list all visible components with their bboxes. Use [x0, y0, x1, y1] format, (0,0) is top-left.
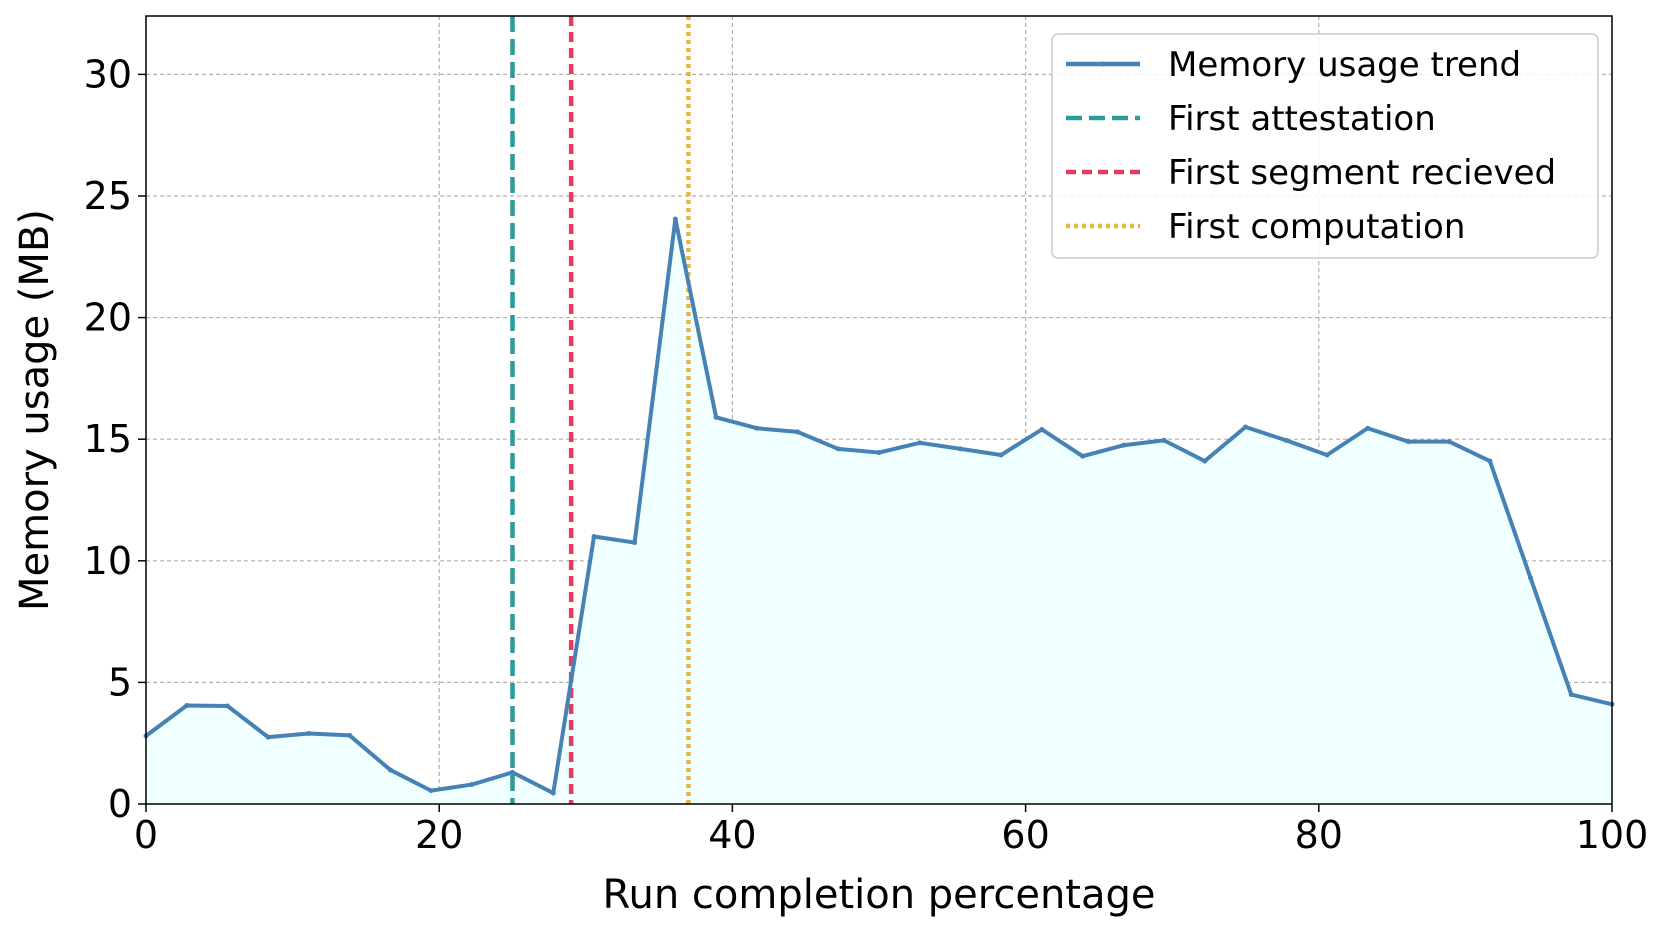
data-point [225, 703, 231, 709]
y-tick-label: 25 [84, 174, 132, 218]
data-point [1405, 439, 1411, 445]
legend-label: Memory usage trend [1168, 45, 1521, 85]
x-axis-label: Run completion percentage [602, 872, 1155, 918]
data-point [794, 429, 800, 435]
y-tick-label: 10 [84, 539, 132, 583]
data-point [550, 790, 556, 796]
x-tick-label: 60 [1001, 813, 1049, 857]
legend-label: First attestation [1168, 99, 1436, 139]
data-point [265, 734, 271, 740]
x-tick-label: 80 [1295, 813, 1343, 857]
data-point [510, 769, 515, 775]
y-tick-label: 30 [84, 52, 132, 96]
legend: Memory usage trend First attestation First… [1051, 33, 1599, 259]
series-lines [143, 216, 1615, 796]
data-point [428, 788, 434, 794]
data-point [591, 533, 597, 539]
x-axis-ticks: 0 20 40 60 80 100 [134, 804, 1648, 857]
data-point [998, 452, 1004, 458]
data-point [958, 446, 964, 452]
y-tick-label: 0 [108, 782, 132, 826]
data-point [754, 425, 760, 431]
data-point [876, 450, 882, 456]
y-tick-label: 5 [108, 660, 132, 704]
data-point [713, 414, 719, 420]
data-point [1243, 424, 1248, 430]
data-point [306, 730, 312, 736]
x-tick-label: 0 [134, 813, 158, 857]
data-point [347, 732, 353, 738]
x-tick-label: 40 [708, 813, 756, 857]
data-point [387, 767, 393, 773]
data-point [184, 703, 190, 708]
data-point [632, 540, 638, 546]
data-point [1202, 458, 1208, 464]
data-point [672, 216, 678, 222]
data-point [1120, 442, 1126, 448]
data-point [1283, 437, 1289, 443]
area-fill [146, 219, 1612, 804]
y-axis-label: Memory usage (MB) [12, 209, 58, 611]
data-point [1487, 458, 1493, 464]
y-tick-label: 20 [84, 296, 132, 340]
data-point [1080, 453, 1086, 459]
data-point [917, 440, 923, 446]
data-point [1446, 439, 1452, 445]
data-point [1039, 426, 1045, 432]
x-tick-label: 100 [1576, 813, 1649, 857]
data-point [835, 446, 841, 452]
data-point [1161, 437, 1167, 443]
y-tick-label: 15 [84, 417, 132, 461]
legend-label: First segment recieved [1168, 153, 1556, 193]
legend-box [1051, 33, 1599, 259]
data-point [1568, 692, 1574, 698]
y-axis-ticks: 0 5 10 15 20 25 30 [84, 52, 146, 826]
data-point [1324, 452, 1330, 458]
legend-swatch-marker [1100, 61, 1106, 67]
legend-label: First computation [1168, 207, 1465, 247]
plot-frame [145, 15, 1613, 805]
data-point [469, 782, 475, 788]
x-tick-label: 20 [415, 813, 463, 857]
data-point [1365, 425, 1371, 431]
data-point [1527, 575, 1533, 581]
area-under-curve [146, 219, 1612, 804]
